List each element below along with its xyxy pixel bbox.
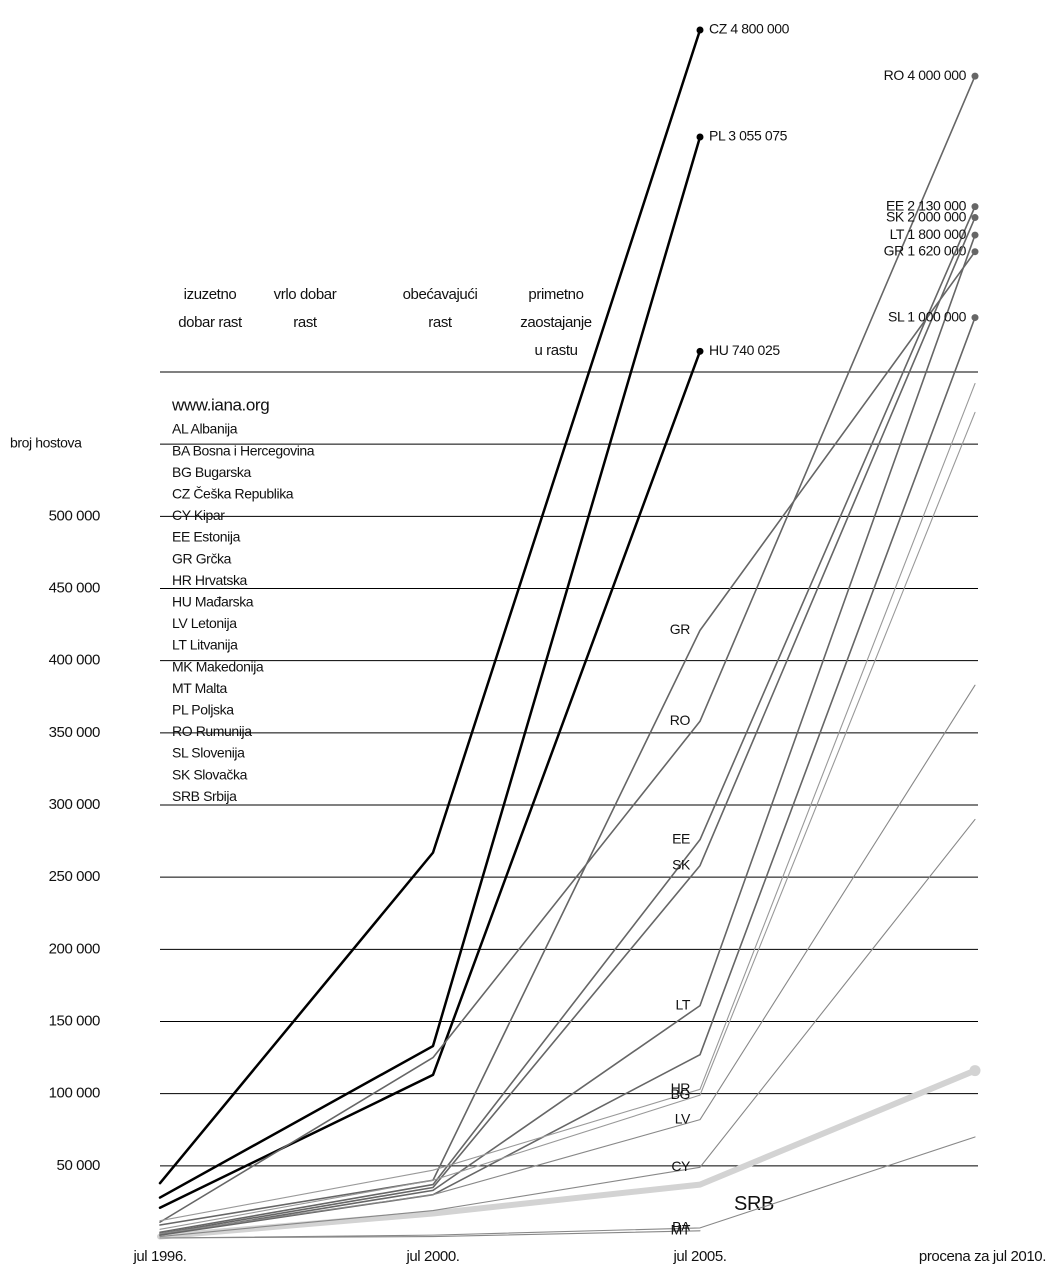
column-header: rast: [293, 314, 318, 331]
series-name-label: SRB: [734, 1193, 774, 1215]
end-marker: [969, 1065, 981, 1077]
y-tick-label: 400 000: [49, 652, 100, 669]
country-list-item: HR Hrvatska: [172, 572, 248, 588]
series-line: [159, 75, 976, 1223]
series-line: [159, 684, 976, 1235]
value-label: CZ 4 800 000: [709, 21, 790, 37]
country-list-item: EE Estonija: [172, 529, 241, 545]
series-line: [159, 1136, 976, 1239]
y-tick-label: 350 000: [49, 724, 100, 741]
value-label: SL 1 000 000: [888, 308, 967, 324]
series-line: [159, 205, 976, 1234]
series-line: [159, 411, 976, 1230]
value-label: EE 2 130 000: [886, 197, 967, 213]
column-header: dobar rast: [178, 314, 243, 331]
value-label: SK 2 000 000: [886, 208, 967, 224]
y-tick-label: 450 000: [49, 579, 100, 596]
y-tick-label: 150 000: [49, 1012, 100, 1029]
country-list-item: LT Litvanija: [172, 637, 238, 653]
series-name-label: GR: [670, 621, 690, 637]
source: www.iana.org: [171, 395, 269, 414]
x-tick-label: jul 2000.: [405, 1248, 459, 1265]
series-line: [159, 382, 976, 1222]
series-line: [159, 818, 976, 1238]
country-list-item: PL Poljska: [172, 702, 234, 718]
series-line: [159, 216, 976, 1235]
country-list-item: SK Slovačka: [172, 766, 248, 782]
series-line: [159, 1230, 701, 1239]
y-tick-label: 200 000: [49, 940, 100, 957]
series-name-label: HR: [671, 1080, 691, 1096]
column-header: obećavajući: [403, 286, 478, 303]
y-tick-label: 250 000: [49, 868, 100, 885]
country-list-item: CZ Češka Republika: [172, 486, 294, 502]
country-list-item: GR Grčka: [172, 550, 232, 566]
x-tick-label: procena za jul 2010.: [919, 1248, 1046, 1265]
end-marker: [696, 347, 704, 355]
series-name-label: EE: [672, 830, 690, 846]
series-name-label: BG: [671, 1086, 690, 1102]
series-name-label: LT: [676, 996, 691, 1012]
value-label: LT 1 800 000: [890, 226, 967, 242]
column-header: u rastu: [534, 342, 577, 359]
y-tick-label: 300 000: [49, 796, 100, 813]
column-header: izuzetno: [184, 286, 237, 303]
country-list-item: LV Letonija: [172, 615, 237, 631]
y-tick-label: 100 000: [49, 1085, 100, 1102]
column-header: zaostajanje: [520, 314, 592, 331]
series-name-label: SK: [672, 856, 691, 872]
end-marker: [971, 72, 979, 80]
series-name-label: RO: [670, 712, 691, 728]
y-tick-label: 50 000: [57, 1157, 101, 1174]
country-list-item: BG Bugarska: [172, 464, 251, 480]
end-marker: [696, 26, 704, 34]
series-line: [159, 234, 976, 1236]
y-axis-title: broj hostova: [10, 435, 82, 451]
y-tick-label: 500 000: [49, 507, 100, 524]
country-list-item: SRB Srbija: [172, 788, 237, 804]
country-list-item: MK Makedonija: [172, 658, 264, 674]
series-line: [157, 1067, 978, 1240]
column-header: rast: [428, 314, 453, 331]
value-label: RO 4 000 000: [884, 67, 967, 83]
column-header: vrlo dobar: [274, 286, 337, 303]
value-label: PL 3 055 075: [709, 128, 788, 144]
end-marker: [971, 231, 979, 239]
value-label: GR 1 620 000: [884, 242, 967, 258]
end-marker: [971, 203, 979, 211]
country-list-item: CY Kipar: [172, 507, 225, 523]
country-list-item: AL Albanija: [172, 421, 238, 437]
end-marker: [971, 248, 979, 256]
end-marker: [971, 214, 979, 222]
series-name-label: LV: [675, 1110, 691, 1126]
country-list-item: RO Rumunija: [172, 723, 252, 739]
series-line: [158, 135, 702, 1199]
end-marker: [971, 314, 979, 322]
country-list-item: MT Malta: [172, 680, 227, 696]
x-tick-label: jul 2005.: [672, 1248, 726, 1265]
series-name-label: CY: [671, 1158, 691, 1174]
series-line: [158, 350, 702, 1209]
series-line: [158, 28, 702, 1185]
column-header: primetno: [528, 286, 583, 303]
series-line: [159, 316, 976, 1236]
value-label: HU 740 025: [709, 342, 780, 358]
end-marker: [696, 133, 704, 141]
country-list-item: SL Slovenija: [172, 745, 245, 761]
series-line: [159, 250, 976, 1226]
series-name-label: MT: [671, 1221, 691, 1237]
x-tick-label: jul 1996.: [132, 1248, 186, 1265]
country-list-item: HU Mađarska: [172, 594, 254, 610]
country-list-item: BA Bosna i Hercegovina: [172, 442, 315, 458]
